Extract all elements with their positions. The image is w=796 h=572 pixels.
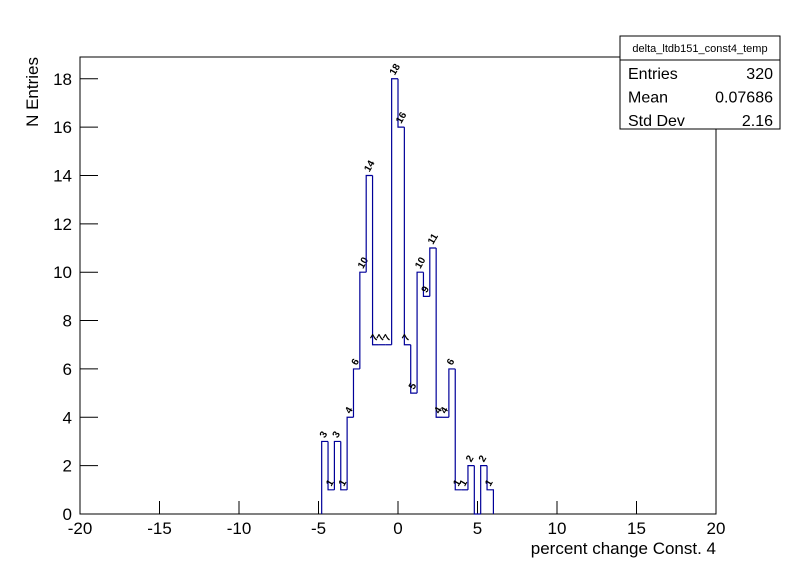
stats-label: Std Dev (628, 113, 685, 130)
histogram-bin (359, 271, 367, 369)
data-label: 2 (477, 453, 490, 464)
histogram-bin (454, 368, 462, 491)
data-label: 1 (451, 478, 464, 489)
data-label: 5 (407, 381, 420, 392)
histogram-bin (473, 465, 481, 515)
histogram-bin (346, 416, 354, 490)
data-label: 16 (394, 110, 409, 126)
stats-value: 2.16 (742, 113, 773, 130)
y-tick-label: 12 (53, 215, 72, 234)
stats-label: Entries (628, 66, 678, 83)
histogram-bin (448, 368, 456, 418)
x-tick-label: 0 (393, 519, 402, 538)
histogram-bin (333, 440, 341, 490)
x-tick-label: -15 (147, 519, 172, 538)
data-label: 7 (369, 333, 382, 344)
x-tick-label: -10 (227, 519, 252, 538)
y-tick-label: 2 (63, 457, 72, 476)
y-tick-label: 8 (63, 312, 72, 331)
histogram-bin (352, 368, 360, 418)
histogram-bin (365, 174, 373, 273)
data-label: 1 (324, 478, 337, 489)
stats-frame (619, 35, 781, 130)
data-label: 1 (458, 478, 471, 489)
histogram-bin (435, 248, 443, 418)
data-label: 11 (426, 231, 441, 246)
histogram-bin (422, 272, 430, 297)
x-tick-label: -5 (311, 519, 326, 538)
histogram-bin (416, 271, 424, 394)
stats-box: delta_ltdb151_const4_temp (619, 35, 781, 130)
histogram-bin (321, 440, 329, 514)
data-label: 7 (375, 333, 388, 344)
x-tick-label: 15 (627, 519, 646, 538)
histogram-bin (429, 247, 437, 297)
data-label: 1 (337, 478, 350, 489)
data-label: 7 (382, 333, 395, 344)
histogram-bin (410, 344, 418, 394)
y-tick-label: 16 (53, 118, 72, 137)
data-label: 2 (464, 453, 477, 464)
data-label: 10 (413, 255, 428, 271)
histogram-bin (327, 441, 335, 491)
x-tick-label: 20 (707, 519, 726, 538)
data-label: 3 (331, 429, 344, 440)
histogram-bin (391, 78, 398, 345)
histogram-bin (403, 127, 411, 346)
data-label: 4 (343, 405, 356, 416)
stats-label: Mean (628, 90, 668, 107)
data-label: 6 (350, 357, 363, 368)
data-label: 10 (356, 255, 371, 271)
x-tick-label: 5 (473, 519, 482, 538)
y-axis-label: N Entries (23, 57, 42, 127)
y-tick-label: 10 (53, 263, 72, 282)
stats-value: 0.07686 (715, 90, 773, 107)
x-tick-label: 10 (548, 519, 567, 538)
data-label: 14 (362, 158, 377, 174)
data-label: 18 (388, 62, 403, 78)
data-label: 4 (439, 405, 452, 416)
y-tick-label: 4 (63, 408, 72, 427)
y-tick-label: 18 (53, 70, 72, 89)
data-label: 6 (445, 357, 458, 368)
histogram-bin (480, 465, 488, 514)
stats-value: 320 (746, 66, 773, 83)
y-tick-label: 0 (63, 505, 72, 524)
data-label: 9 (420, 284, 433, 295)
x-tick-label: -20 (68, 519, 93, 538)
y-tick-label: 6 (63, 360, 72, 379)
histogram-bin (371, 175, 379, 346)
histogram-bin (340, 441, 348, 491)
stats-title: delta_ltdb151_const4_temp (632, 43, 767, 55)
data-label: 3 (318, 429, 331, 440)
data-label: 7 (401, 333, 414, 344)
histogram-bin (486, 465, 494, 514)
x-axis-label: percent change Const. 4 (531, 539, 716, 558)
data-label: 1 (483, 478, 496, 489)
data-label: 4 (432, 405, 445, 416)
y-tick-label: 14 (53, 166, 72, 185)
histogram-bin (397, 78, 405, 128)
histogram-bin (467, 465, 475, 490)
